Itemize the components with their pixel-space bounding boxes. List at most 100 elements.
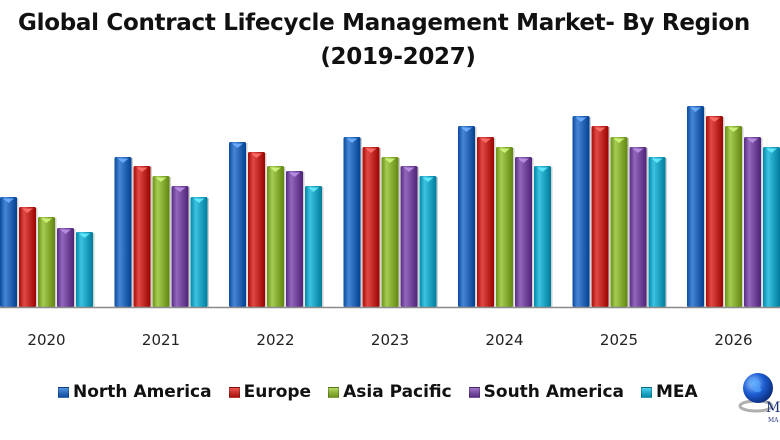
- bar-mea-2023: [419, 176, 437, 307]
- legend-item-south-america: South America: [468, 382, 624, 402]
- bar-asia-pacific-2022: [267, 166, 284, 307]
- bar-cap: [747, 138, 758, 143]
- bar-cap: [346, 138, 358, 143]
- globe-logo-icon: M MA: [738, 373, 780, 424]
- bar-europe-2024: [477, 137, 494, 307]
- x-tick-label-2023: 2023: [371, 331, 409, 349]
- chart-subtitle: (2019-2027): [320, 44, 476, 70]
- legend-item-europe: Europe: [228, 382, 312, 402]
- bars-layer: [0, 106, 780, 308]
- bar-mea-2024: [534, 166, 551, 307]
- bar-south-america-2021: [171, 186, 189, 307]
- x-tick-label-2020: 2020: [27, 331, 65, 349]
- bar-europe-2023: [362, 147, 380, 307]
- bar-asia-pacific-2026: [725, 126, 742, 307]
- legend-swatch-icon: [468, 386, 480, 398]
- legend-item-north-america: North America: [58, 382, 212, 402]
- bar-cap: [270, 167, 281, 172]
- bar-cap: [709, 117, 720, 122]
- bar-cap: [60, 229, 71, 234]
- bar-cap: [480, 138, 491, 143]
- bar-europe-2022: [248, 152, 265, 307]
- bar-north-america-2023: [343, 137, 361, 307]
- bar-cap: [251, 153, 262, 158]
- bar-south-america-2025: [629, 147, 647, 307]
- legend-label: MEA: [656, 382, 698, 402]
- bar-asia-pacific-2024: [496, 147, 513, 307]
- bar-cap: [41, 218, 52, 223]
- bar-cap: [632, 148, 644, 153]
- legend-label: South America: [483, 382, 624, 402]
- bar-cap: [289, 172, 300, 177]
- bar-mea-2026: [763, 147, 780, 307]
- bar-cap: [22, 208, 33, 213]
- x-tick-label-2022: 2022: [256, 331, 294, 349]
- bar-europe-2021: [133, 166, 151, 307]
- bar-europe-2020: [19, 207, 36, 307]
- bar-south-america-2024: [515, 157, 532, 307]
- bar-cap: [384, 158, 396, 163]
- bar-cap: [461, 127, 472, 132]
- bar-cap: [232, 143, 243, 148]
- x-axis-labels: 2020 2021 2022 2023 2024 2025 2026: [27, 331, 752, 349]
- bar-cap: [3, 198, 14, 203]
- bar-cap: [594, 127, 606, 132]
- bar-cap: [136, 167, 148, 172]
- bar-cap: [174, 187, 186, 192]
- bar-cap: [403, 167, 415, 172]
- bar-south-america-2020: [57, 228, 74, 307]
- bar-cap: [365, 148, 377, 153]
- bar-north-america-2024: [458, 126, 475, 307]
- bar-mea-2020: [76, 232, 93, 307]
- bar-north-america-2025: [572, 116, 590, 307]
- legend-label: North America: [73, 382, 212, 402]
- bar-cap: [79, 233, 90, 238]
- legend-item-mea: MEA: [641, 382, 698, 402]
- bar-cap: [575, 117, 587, 122]
- bar-cap: [690, 107, 701, 112]
- chart-title: Global Contract Lifecycle Management Mar…: [18, 10, 750, 36]
- legend-swatch-icon: [58, 386, 69, 398]
- legend-label: Europe: [243, 382, 312, 402]
- bar-mea-2021: [190, 197, 208, 307]
- svg-text:MA: MA: [768, 417, 779, 424]
- bar-asia-pacific-2025: [610, 137, 628, 307]
- bar-cap: [728, 127, 739, 132]
- bar-north-america-2026: [687, 106, 704, 307]
- bar-cap: [651, 158, 663, 163]
- bar-cap: [613, 138, 625, 143]
- bar-south-america-2026: [744, 137, 761, 307]
- legend-swatch-icon: [328, 386, 340, 398]
- bar-cap: [155, 177, 167, 182]
- legend-item-asia-pacific: Asia Pacific: [328, 382, 452, 402]
- bar-asia-pacific-2021: [152, 176, 170, 307]
- bar-mea-2022: [305, 186, 322, 307]
- legend: North America Europe Asia Pacific South Ame…: [58, 382, 715, 402]
- bar-asia-pacific-2020: [38, 217, 55, 307]
- bar-north-america-2022: [229, 142, 246, 307]
- bar-south-america-2023: [400, 166, 418, 307]
- bar-europe-2026: [706, 116, 723, 307]
- x-tick-label-2021: 2021: [142, 331, 180, 349]
- x-tick-label-2025: 2025: [600, 331, 638, 349]
- x-tick-label-2026: 2026: [714, 331, 752, 349]
- bar-north-america-2021: [114, 157, 132, 307]
- svg-text:M: M: [766, 400, 780, 416]
- bar-cap: [499, 148, 510, 153]
- bar-europe-2025: [591, 126, 609, 307]
- bar-cap: [422, 177, 434, 182]
- bar-cap: [537, 167, 548, 172]
- bar-cap: [117, 158, 129, 163]
- bar-cap: [766, 148, 777, 153]
- legend-swatch-icon: [228, 386, 240, 398]
- bar-north-america-2020: [0, 197, 17, 307]
- legend-label: Asia Pacific: [343, 382, 452, 402]
- bar-asia-pacific-2023: [381, 157, 399, 307]
- bar-cap: [308, 187, 319, 192]
- bar-mea-2025: [648, 157, 666, 307]
- bar-south-america-2022: [286, 171, 303, 307]
- legend-swatch-icon: [641, 386, 652, 398]
- bar-cap: [518, 158, 529, 163]
- bar-cap: [193, 198, 205, 203]
